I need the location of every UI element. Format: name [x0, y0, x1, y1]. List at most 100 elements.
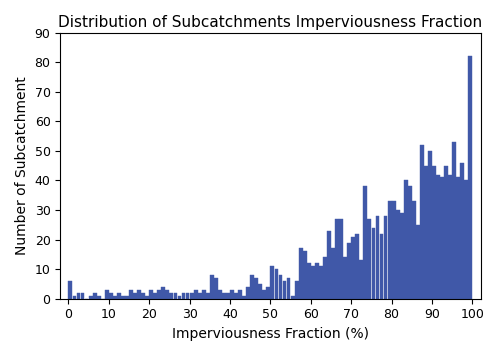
- Bar: [368, 219, 372, 299]
- Bar: [432, 166, 436, 299]
- Bar: [72, 296, 76, 299]
- Bar: [238, 290, 242, 299]
- Bar: [210, 275, 214, 299]
- Bar: [121, 296, 125, 299]
- Bar: [339, 219, 343, 299]
- Bar: [348, 242, 351, 299]
- Bar: [448, 174, 452, 299]
- Y-axis label: Number of Subcatchment: Number of Subcatchment: [15, 76, 29, 255]
- Bar: [440, 178, 444, 299]
- Bar: [170, 293, 173, 299]
- Bar: [266, 287, 270, 299]
- Bar: [412, 201, 416, 299]
- Bar: [327, 231, 331, 299]
- Bar: [315, 263, 319, 299]
- Bar: [303, 251, 306, 299]
- Bar: [452, 142, 456, 299]
- Bar: [436, 174, 440, 299]
- Bar: [186, 293, 190, 299]
- Bar: [274, 269, 278, 299]
- Bar: [311, 266, 314, 299]
- Bar: [299, 248, 302, 299]
- Bar: [460, 163, 464, 299]
- Bar: [356, 234, 359, 299]
- Bar: [392, 201, 396, 299]
- Bar: [428, 151, 432, 299]
- Bar: [254, 278, 258, 299]
- Bar: [468, 56, 472, 299]
- Bar: [343, 257, 347, 299]
- Bar: [166, 290, 170, 299]
- Bar: [92, 293, 96, 299]
- Bar: [150, 290, 153, 299]
- Bar: [117, 293, 121, 299]
- Bar: [105, 290, 108, 299]
- Bar: [331, 248, 335, 299]
- Bar: [396, 210, 400, 299]
- Bar: [372, 228, 376, 299]
- Bar: [294, 281, 298, 299]
- Bar: [174, 293, 178, 299]
- Bar: [113, 296, 116, 299]
- Bar: [218, 290, 222, 299]
- Bar: [234, 293, 238, 299]
- Bar: [162, 287, 165, 299]
- Bar: [444, 166, 448, 299]
- Bar: [404, 180, 407, 299]
- Bar: [206, 293, 210, 299]
- Bar: [400, 213, 404, 299]
- Bar: [388, 201, 392, 299]
- Bar: [214, 278, 218, 299]
- Bar: [464, 180, 468, 299]
- Bar: [76, 293, 80, 299]
- Bar: [416, 225, 420, 299]
- Bar: [286, 278, 290, 299]
- Bar: [242, 296, 246, 299]
- Bar: [182, 293, 186, 299]
- Bar: [125, 296, 129, 299]
- Bar: [96, 296, 100, 299]
- Bar: [335, 219, 339, 299]
- Bar: [376, 216, 380, 299]
- Bar: [424, 166, 428, 299]
- Bar: [408, 186, 412, 299]
- Bar: [278, 275, 282, 299]
- Bar: [226, 293, 230, 299]
- Bar: [290, 296, 294, 299]
- Bar: [380, 234, 384, 299]
- Bar: [190, 293, 194, 299]
- Bar: [352, 237, 355, 299]
- Bar: [154, 293, 157, 299]
- Bar: [270, 266, 274, 299]
- Bar: [202, 290, 205, 299]
- Bar: [360, 260, 363, 299]
- Bar: [250, 275, 254, 299]
- Bar: [282, 281, 286, 299]
- Bar: [145, 296, 149, 299]
- Title: Distribution of Subcatchments Imperviousness Fraction: Distribution of Subcatchments Impervious…: [58, 15, 482, 30]
- Bar: [384, 216, 388, 299]
- Bar: [262, 290, 266, 299]
- Bar: [319, 266, 323, 299]
- Bar: [230, 290, 234, 299]
- Bar: [258, 284, 262, 299]
- Bar: [141, 293, 145, 299]
- Bar: [68, 281, 72, 299]
- Bar: [88, 296, 92, 299]
- Bar: [194, 290, 198, 299]
- Bar: [129, 290, 133, 299]
- Bar: [456, 178, 460, 299]
- X-axis label: Imperviousness Fraction (%): Imperviousness Fraction (%): [172, 327, 369, 341]
- Bar: [178, 296, 182, 299]
- Bar: [158, 290, 161, 299]
- Bar: [198, 293, 202, 299]
- Bar: [222, 293, 226, 299]
- Bar: [323, 257, 327, 299]
- Bar: [307, 263, 310, 299]
- Bar: [109, 293, 112, 299]
- Bar: [364, 186, 368, 299]
- Bar: [246, 287, 250, 299]
- Bar: [133, 293, 137, 299]
- Bar: [420, 145, 424, 299]
- Bar: [137, 290, 141, 299]
